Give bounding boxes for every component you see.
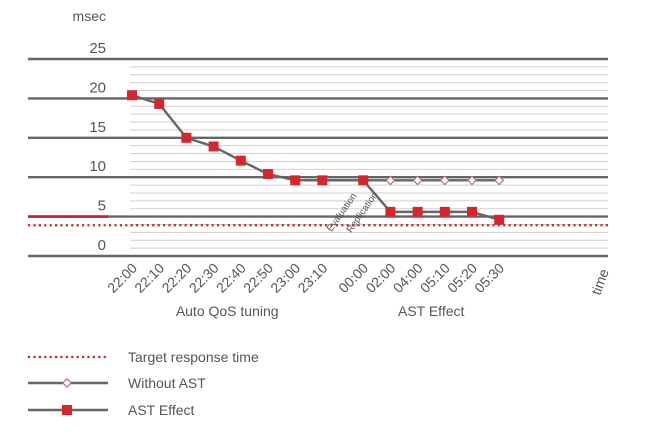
data-point-square [235, 155, 246, 166]
data-point-square [181, 132, 192, 143]
data-point-square [385, 206, 396, 217]
x-tick-label: 05:10 [417, 260, 453, 296]
y-tick-label: 10 [89, 158, 106, 175]
x-tick-label: 23:00 [267, 260, 303, 296]
legend: Target response time Without AST AST Effec… [28, 349, 259, 418]
data-point-diamond [412, 175, 423, 186]
y-axis: msec 25 20 15 10 5 0 [73, 8, 106, 254]
data-point-square [494, 214, 505, 225]
data-point-square [127, 90, 137, 101]
data-point-square [317, 175, 328, 186]
x-axis: time 22:0022:1022:2022:3022:4022:5023:00… [104, 260, 612, 319]
x-tick-label: 05:20 [444, 260, 480, 296]
x-tick-label: 22:20 [158, 260, 194, 296]
legend-marker-square [62, 405, 72, 415]
data-point-diamond [439, 175, 450, 186]
x-tick-label: 05:30 [471, 260, 507, 296]
x-tick-label: 04:00 [390, 260, 426, 296]
data-point-diamond [385, 175, 396, 186]
x-group-label: AST Effect [398, 303, 465, 319]
y-axis-unit-label: msec [73, 8, 106, 24]
x-tick-label: 22:50 [240, 260, 276, 296]
y-tick-label: 20 [89, 79, 106, 96]
data-point-square [439, 206, 450, 217]
x-tick-label: 22:30 [186, 260, 222, 296]
legend-label: Without AST [128, 375, 206, 391]
y-tick-label: 25 [89, 40, 106, 57]
data-point-square [467, 206, 477, 217]
data-point-diamond [494, 175, 505, 186]
data-point-square [358, 175, 369, 186]
legend-marker-diamond [62, 378, 72, 388]
data-point-square [154, 98, 165, 109]
y-tick-label: 15 [89, 119, 106, 136]
y-tick-label: 5 [98, 198, 106, 215]
grid-lines [28, 57, 608, 258]
x-tick-label: 22:00 [104, 260, 140, 296]
y-tick-label: 0 [98, 237, 106, 254]
legend-label: Target response time [128, 349, 259, 365]
data-point-square [412, 206, 423, 217]
data-point-square [290, 175, 301, 186]
x-tick-label: 22:10 [131, 260, 167, 296]
x-group-label: Auto QoS tuning [176, 303, 279, 319]
legend-label: AST Effect [128, 402, 195, 418]
x-tick-label: 22:40 [213, 260, 249, 296]
x-tick-label: 23:10 [294, 260, 330, 296]
x-tick-label: 02:00 [362, 260, 398, 296]
series-layer [127, 90, 505, 225]
x-tick-label: 00:00 [335, 260, 371, 296]
data-point-square [263, 169, 273, 180]
data-point-square [208, 141, 219, 152]
x-axis-label: time [588, 266, 612, 297]
data-point-diamond [467, 175, 477, 186]
